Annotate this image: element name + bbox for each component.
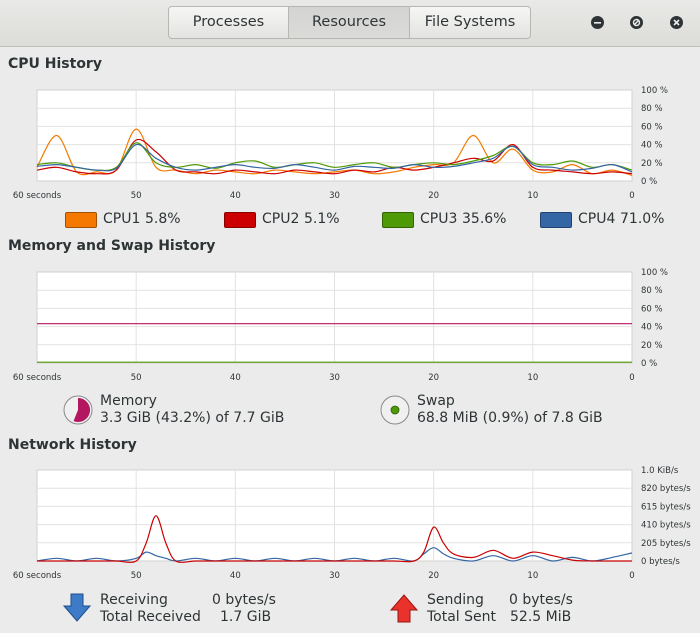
- memory-label: Memory: [100, 393, 157, 409]
- download-arrow-icon: [62, 593, 92, 622]
- network-history-title: Network History: [8, 437, 137, 453]
- view-switcher: Processes Resources File Systems: [168, 6, 531, 39]
- cpu-x-tick-label: 60 seconds: [13, 191, 62, 200]
- cpu-x-tick-label: 30: [329, 191, 340, 200]
- sending-label: Sending: [427, 592, 484, 608]
- swap-value: 68.8 MiB (0.9%) of 7.8 GiB: [417, 410, 603, 426]
- network-y-tick-label: 410 bytes/s: [641, 521, 691, 531]
- network-x-tick-label: 0: [629, 571, 634, 581]
- cpu1-label: CPU1: [103, 211, 141, 227]
- cpu-x-tick-label: 10: [527, 191, 538, 200]
- network-x-tick-label: 50: [131, 571, 142, 581]
- cpu-x-tick-label: 40: [230, 191, 241, 200]
- swap-indicator: Swap 68.8 MiB (0.9%) of 7.8 GiB: [379, 393, 679, 427]
- network-y-tick-label: 820 bytes/s: [641, 484, 691, 494]
- memory-y-tick-label: 0 %: [641, 359, 657, 369]
- sending-value: 0 bytes/s: [509, 592, 573, 608]
- memory-x-tick-label: 60 seconds: [13, 373, 62, 383]
- cpu-y-tick-label: 80 %: [641, 104, 663, 114]
- memory-y-tick-label: 100 %: [641, 268, 668, 278]
- network-x-tick-label: 10: [527, 571, 538, 581]
- memory-indicator: Memory 3.3 GiB (43.2%) of 7.7 GiB: [62, 393, 362, 427]
- memory-x-tick-label: 40: [230, 373, 241, 383]
- network-history-graph: 1.0 KiB/s 820 bytes/s 615 bytes/s 410 bytes…: [13, 466, 691, 581]
- tab-file-systems[interactable]: File Systems: [410, 6, 531, 39]
- total-received-value: 1.7 GiB: [220, 609, 272, 625]
- cpu1-value: 5.8%: [145, 211, 181, 227]
- network-y-tick-label: 205 bytes/s: [641, 539, 691, 549]
- cpu3-label: CPU3: [420, 211, 458, 227]
- cpu2-value: 5.1%: [304, 211, 340, 227]
- memory-x-tick-label: 0: [629, 373, 634, 383]
- cpu-y-tick-label: 0 %: [641, 177, 657, 187]
- cpu-y-tick-label: 20 %: [641, 159, 663, 169]
- cpu-history-title: CPU History: [8, 56, 102, 72]
- cpu-series-cpu1: [36, 128, 633, 177]
- cpu-y-tick-label: 100 %: [641, 86, 668, 96]
- total-sent-label: Total Sent: [427, 609, 497, 625]
- cpu-series-cpu2: [36, 138, 633, 175]
- network-x-tick-label: 60 seconds: [13, 571, 62, 581]
- network-y-tick-label: 615 bytes/s: [641, 502, 691, 512]
- memory-x-tick-label: 20: [428, 373, 439, 383]
- memory-value: 3.3 GiB (43.2%) of 7.7 GiB: [100, 410, 285, 426]
- cpu-y-tick-label: 40 %: [641, 141, 663, 151]
- cpu3-value: 35.6%: [462, 211, 507, 227]
- network-x-tick-label: 20: [428, 571, 439, 581]
- cpu-series-cpu4: [36, 143, 633, 173]
- receiving-indicator: Receiving Total Received 0 bytes/s 1.7 G…: [62, 592, 302, 626]
- upload-arrow-icon: [389, 594, 419, 623]
- memory-y-tick-label: 40 %: [641, 323, 663, 333]
- cpu-history-graph: 100 % 80 % 60 % 40 % 20 % 0 % 60 seconds 50 40 30…: [13, 86, 668, 200]
- memory-x-tick-label: 50: [131, 373, 142, 383]
- cpu2-color-swatch[interactable]: [224, 212, 256, 228]
- cpu4-value: 71.0%: [620, 211, 665, 227]
- total-received-label: Total Received: [100, 609, 201, 625]
- cpu2-label: CPU2: [262, 211, 300, 227]
- cpu1-color-swatch[interactable]: [65, 212, 97, 228]
- restore-icon[interactable]: [630, 16, 643, 29]
- cpu-y-tick-label: 60 %: [641, 122, 663, 132]
- close-icon[interactable]: [670, 16, 683, 29]
- cpu-series-cpu3: [36, 142, 633, 172]
- memory-swap-history-title: Memory and Swap History: [8, 238, 216, 254]
- sending-indicator: Sending Total Sent 0 bytes/s 52.5 MiB: [389, 592, 629, 626]
- tab-resources[interactable]: Resources: [289, 6, 410, 39]
- swap-label: Swap: [417, 393, 455, 409]
- cpu3-color-swatch[interactable]: [382, 212, 414, 228]
- cpu-x-tick-label: 20: [428, 191, 439, 200]
- tab-processes[interactable]: Processes: [168, 6, 289, 39]
- memory-x-tick-label: 30: [329, 373, 340, 383]
- network-y-tick-label: 0 bytes/s: [641, 557, 680, 567]
- memory-pie-icon[interactable]: [62, 394, 94, 426]
- receiving-value: 0 bytes/s: [212, 592, 276, 608]
- network-y-tick-label: 1.0 KiB/s: [641, 466, 679, 476]
- cpu4-color-swatch[interactable]: [540, 212, 572, 228]
- cpu-legend: CPU1 5.8% CPU2 5.1% CPU3 35.6% CPU4 71.0…: [0, 211, 700, 231]
- network-x-tick-label: 40: [230, 571, 241, 581]
- cpu-x-tick-label: 50: [131, 191, 142, 200]
- header-bar: Processes Resources File Systems: [0, 0, 700, 47]
- cpu4-label: CPU4: [578, 211, 616, 227]
- cpu-x-tick-label: 0: [629, 191, 634, 200]
- memory-y-tick-label: 20 %: [641, 341, 663, 351]
- receiving-label: Receiving: [100, 592, 168, 608]
- memory-y-tick-label: 80 %: [641, 286, 663, 296]
- swap-pie-icon[interactable]: [379, 394, 411, 426]
- total-sent-value: 52.5 MiB: [510, 609, 572, 625]
- memory-y-tick-label: 60 %: [641, 304, 663, 314]
- memory-x-tick-label: 10: [527, 373, 538, 383]
- minimize-icon[interactable]: [591, 16, 604, 29]
- memory-swap-history-graph: 100 % 80 % 60 % 40 % 20 % 0 % 60 seconds 50 40 30…: [13, 268, 668, 383]
- network-series-sending: [36, 515, 632, 563]
- network-x-tick-label: 30: [329, 571, 340, 581]
